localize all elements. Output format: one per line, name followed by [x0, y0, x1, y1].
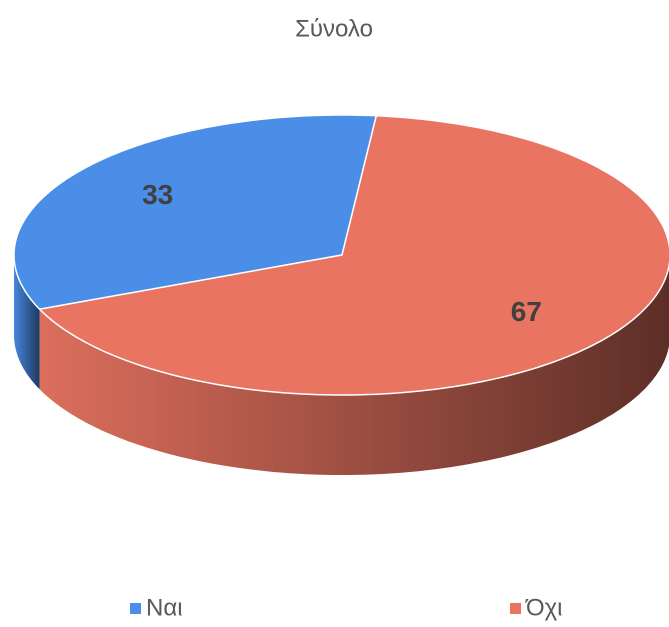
data-label: 67 — [511, 296, 542, 327]
slice-side-shade — [14, 255, 40, 390]
legend-label: Όχι — [525, 594, 563, 621]
legend-swatch — [510, 603, 521, 614]
data-label: 33 — [142, 179, 173, 210]
slice — [38, 114, 669, 396]
slice-side-shade — [39, 265, 669, 475]
pie-tops — [13, 114, 669, 396]
slice — [13, 114, 378, 311]
chart-title: Σύνολο — [295, 15, 373, 42]
pie-sides — [14, 255, 669, 475]
legend-label: Ναι — [146, 594, 183, 621]
legend-swatch — [130, 603, 141, 614]
